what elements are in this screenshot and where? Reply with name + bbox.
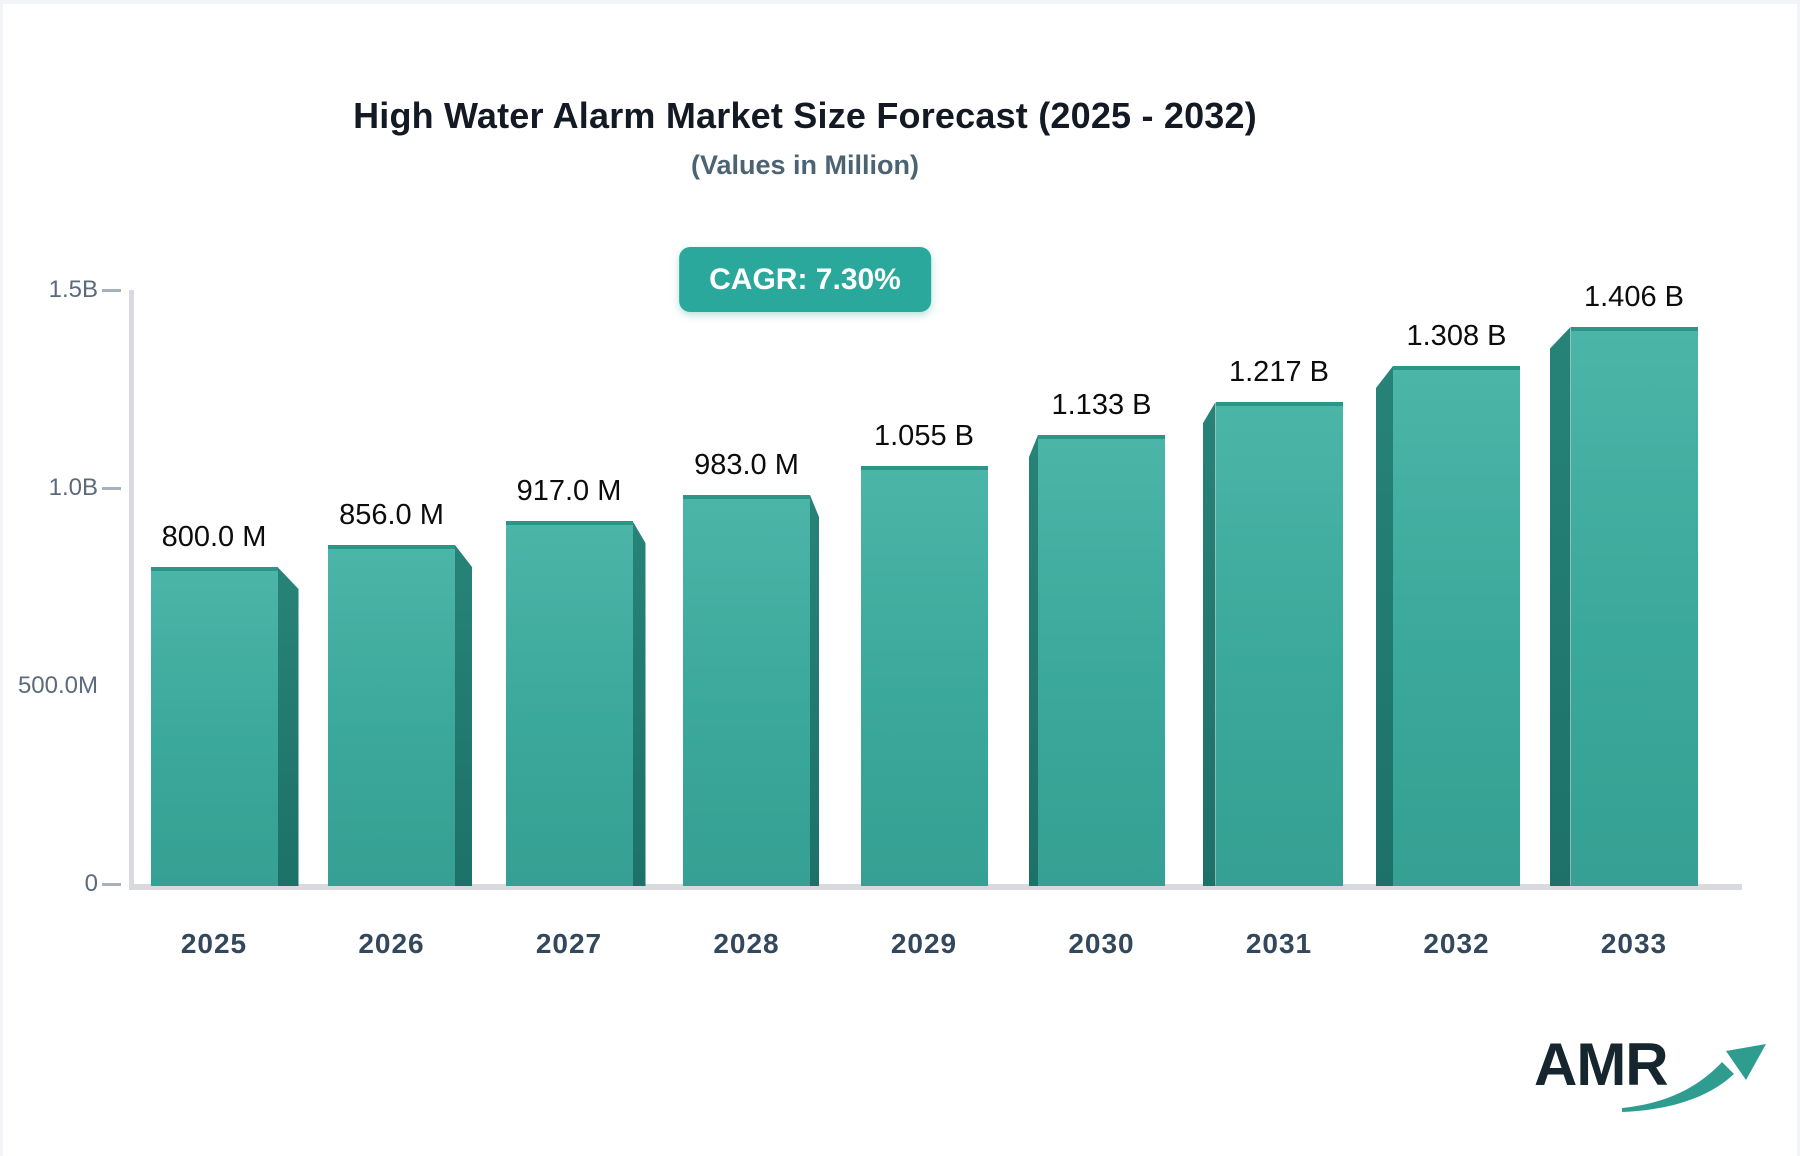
- bar-2029: [860, 466, 988, 886]
- chart-subtitle: (Values in Million): [690, 150, 920, 180]
- bar-2027: [505, 521, 633, 886]
- bar-2025: [150, 567, 278, 886]
- bar-value-label-2033: 1.406 B: [1584, 281, 1684, 313]
- bar-2031: [1215, 402, 1343, 886]
- cagr-badge-label: CAGR: 7.30%: [709, 262, 901, 296]
- bar-side-panel-2025: [277, 567, 299, 886]
- x-axis-label-2026: 2026: [358, 928, 425, 959]
- bar-value-label-2029: 1.055 B: [874, 420, 974, 452]
- y-axis-tick-mark: [102, 883, 121, 886]
- y-axis-line: [129, 290, 134, 887]
- bar-side-panel-2032: [1376, 366, 1393, 886]
- x-axis-line: [129, 884, 1742, 890]
- bar-2030: [1038, 435, 1165, 886]
- y-axis-tick-mark: [102, 487, 121, 490]
- bar-value-label-2031: 1.217 B: [1229, 356, 1329, 388]
- bar-side-panel-2028: [810, 495, 819, 886]
- y-axis-label: 0: [84, 870, 98, 897]
- y-axis-label: 500.0M: [17, 672, 98, 699]
- y-axis-label: 1.0B: [48, 474, 98, 501]
- amr-logo: AMR: [1528, 1028, 1778, 1118]
- bar-value-label-2032: 1.308 B: [1406, 320, 1507, 352]
- bar-side-panel-2031: [1202, 402, 1216, 886]
- x-axis-label-2030: 2030: [1068, 928, 1135, 959]
- x-axis-label-2033: 2033: [1600, 928, 1668, 959]
- x-axis-label-2025: 2025: [180, 928, 248, 959]
- x-axis-label-2027: 2027: [535, 928, 603, 959]
- bar-2028: [683, 495, 810, 886]
- bar-value-label-2028: 983.0 M: [694, 449, 799, 481]
- amr-logo-text: AMR: [1534, 1031, 1669, 1098]
- bar-side-panel-2026: [455, 545, 472, 886]
- bar-side-panel-2033: [1549, 327, 1571, 886]
- x-axis-label-2029: 2029: [890, 928, 958, 959]
- x-axis-label-2028: 2028: [713, 928, 780, 959]
- bar-2032: [1393, 366, 1520, 886]
- y-axis-label: 1.5B: [48, 276, 98, 303]
- cagr-badge: CAGR: 7.30%: [679, 247, 931, 312]
- bar-value-label-2027: 917.0 M: [516, 475, 622, 507]
- x-axis-label-2031: 2031: [1245, 928, 1313, 959]
- bar-value-label-2025: 800.0 M: [161, 521, 267, 553]
- growth-arrow-icon: [1622, 1044, 1766, 1112]
- bar-side-panel-2030: [1029, 435, 1038, 886]
- bar-2033: [1570, 327, 1698, 886]
- y-axis-tick-mark: [102, 289, 121, 292]
- bar-2026: [328, 545, 455, 886]
- x-axis-label-2032: 2032: [1423, 928, 1490, 959]
- bar-value-label-2026: 856.0 M: [339, 499, 444, 531]
- page-title: High Water Alarm Market Size Forecast (2…: [353, 95, 1257, 136]
- bar-side-panel-2027: [632, 521, 646, 886]
- bar-value-label-2030: 1.133 B: [1051, 389, 1152, 421]
